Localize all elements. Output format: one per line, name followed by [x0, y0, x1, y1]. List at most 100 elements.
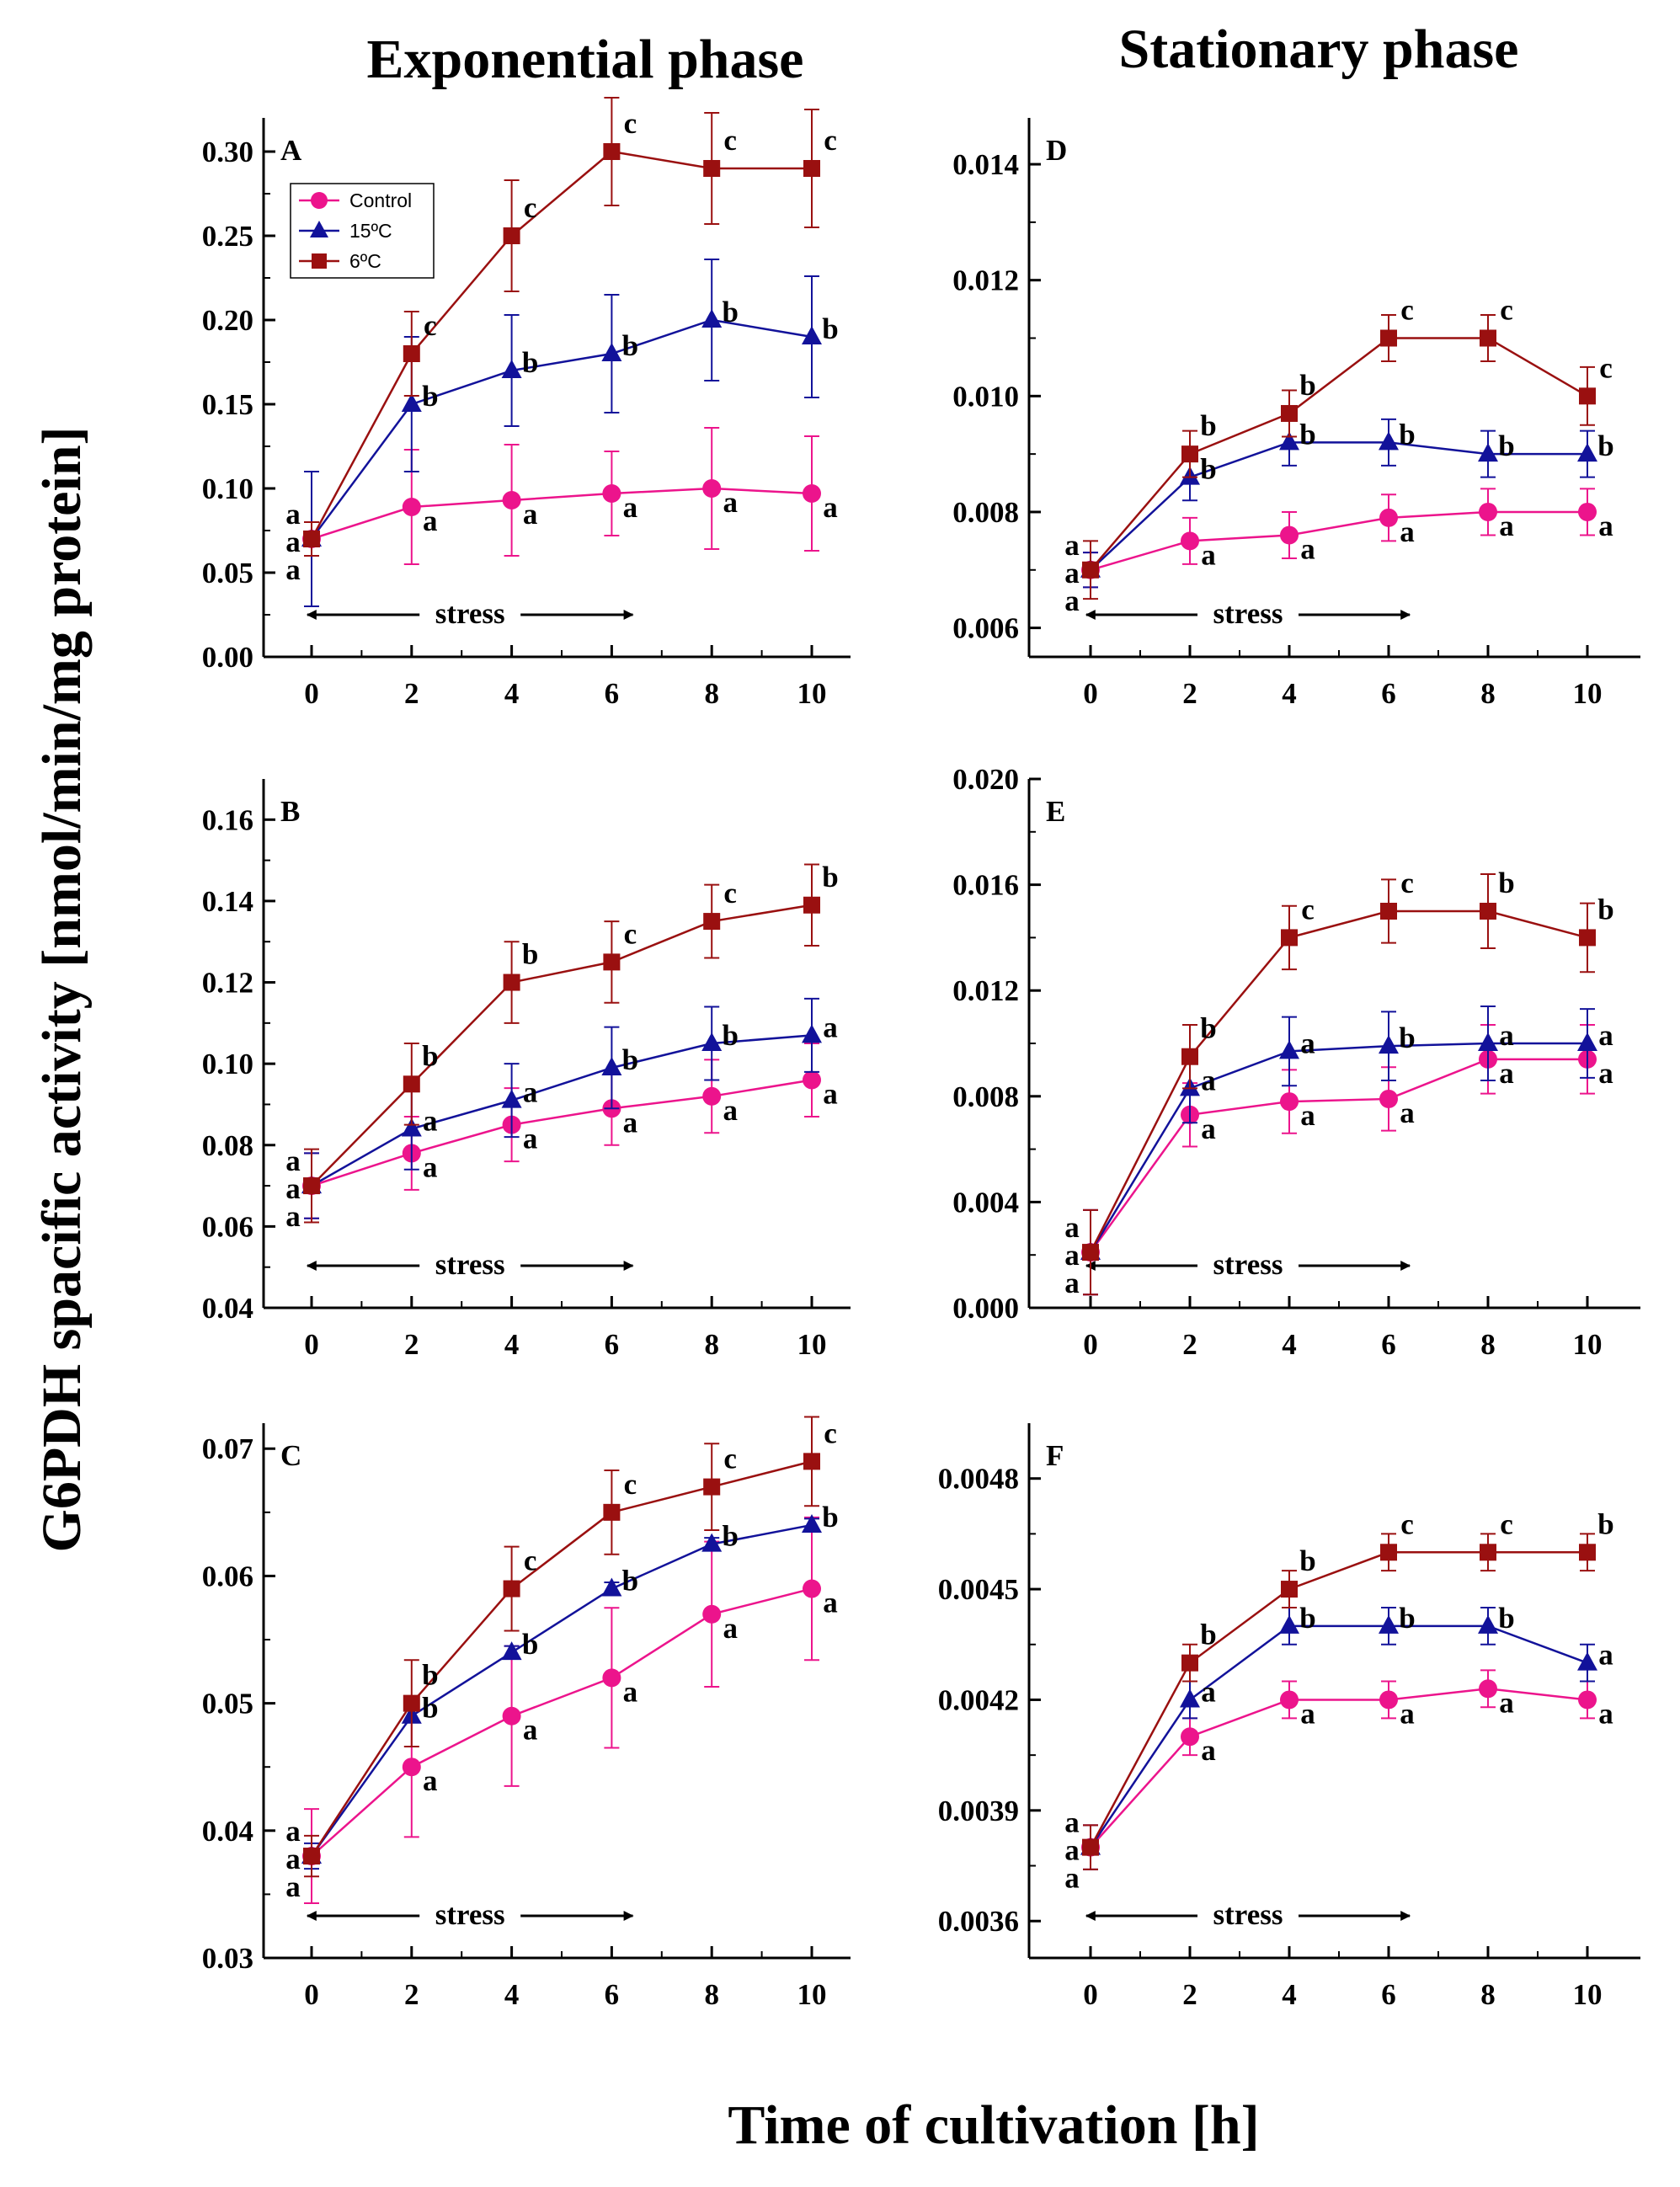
significance-letter: a	[1300, 1099, 1315, 1132]
significance-letter: a	[285, 1815, 301, 1848]
data-point	[602, 484, 621, 503]
significance-letter: c	[1301, 893, 1315, 925]
stress-label: stress	[1213, 1248, 1283, 1281]
x-tick-label: 8	[704, 677, 719, 710]
series-line	[311, 487, 813, 541]
data-point	[1279, 431, 1299, 451]
data-point	[502, 1706, 521, 1726]
y-tick-label: 0.16	[202, 803, 253, 836]
panel-letter: B	[280, 795, 300, 828]
panel-letter: C	[280, 1439, 301, 1472]
significance-letter: c	[624, 917, 637, 950]
data-point	[1380, 903, 1397, 920]
legend-label: Control	[349, 189, 412, 211]
significance-letter: a	[1064, 1806, 1080, 1839]
data-point	[701, 309, 723, 328]
significance-letter: a	[285, 1870, 301, 1903]
data-point	[1480, 1544, 1496, 1561]
data-point	[503, 1580, 520, 1598]
data-point	[702, 479, 722, 498]
significance-letter: a	[823, 1587, 838, 1619]
significance-letter: c	[624, 107, 637, 140]
series-15ºC: aaa b a a	[1064, 1005, 1613, 1296]
data-point	[1281, 404, 1298, 422]
data-point	[602, 1668, 621, 1688]
significance-letter: a	[1300, 1697, 1315, 1730]
data-point	[303, 1177, 320, 1195]
significance-letter: b	[622, 1565, 638, 1598]
significance-letter: a	[1400, 1697, 1415, 1730]
significance-letter: b	[1597, 429, 1613, 462]
y-tick-label: 0.04	[202, 1292, 253, 1325]
data-point	[502, 491, 521, 509]
significance-letter: a	[1499, 509, 1514, 542]
data-point	[1579, 1544, 1596, 1561]
series-line	[1090, 1688, 1588, 1848]
significance-letter: b	[522, 938, 538, 971]
series-line	[1089, 909, 1588, 1253]
significance-letter: b	[822, 1501, 838, 1534]
y-tick-label: 0.15	[202, 388, 253, 421]
x-tick-label: 8	[1480, 1328, 1496, 1361]
data-point	[601, 1056, 622, 1075]
x-tick-label: 2	[404, 1328, 419, 1361]
significance-letter: a	[823, 1011, 838, 1043]
significance-letter: b	[1597, 893, 1613, 925]
series-line	[1089, 1058, 1587, 1253]
data-point	[1181, 531, 1199, 551]
significance-letter: a	[1598, 1019, 1613, 1052]
significance-letter: b	[822, 312, 838, 345]
x-tick-label: 6	[605, 1328, 620, 1361]
significance-letter: a	[285, 525, 301, 558]
stress-label: stress	[1213, 1898, 1283, 1931]
y-tick-label: 0.012	[952, 264, 1019, 297]
y-tick-label: 0.14	[202, 885, 253, 918]
x-tick-label: 2	[1182, 1328, 1197, 1361]
significance-letter: a	[523, 1123, 538, 1155]
significance-letter: a	[523, 1714, 538, 1747]
data-point	[1280, 1690, 1299, 1710]
significance-letter: b	[1299, 369, 1315, 402]
x-tick-label: 10	[797, 677, 827, 710]
series-6ºC: a c c c c c	[285, 97, 837, 557]
significance-letter: a	[285, 1200, 301, 1233]
y-tick-label: 0.05	[202, 1688, 253, 1720]
significance-letter: c	[1400, 1507, 1414, 1540]
significance-letter: a	[1400, 1096, 1415, 1129]
x-tick-label: 10	[797, 1978, 827, 2011]
significance-letter: b	[1200, 1619, 1216, 1651]
significance-letter: a	[823, 1077, 838, 1110]
legend-marker	[312, 253, 327, 269]
data-point	[1082, 561, 1099, 579]
data-point	[1379, 508, 1398, 527]
x-tick-label: 4	[504, 1978, 520, 2011]
significance-letter: b	[1498, 1602, 1514, 1635]
series-line	[311, 1587, 813, 1857]
significance-letter: a	[1064, 1834, 1080, 1867]
significance-letter: b	[822, 861, 838, 893]
x-tick-label: 0	[304, 677, 319, 710]
y-tick-label: 0.06	[202, 1210, 253, 1243]
data-point	[701, 1533, 723, 1552]
data-point	[1479, 502, 1497, 521]
significance-letter: a	[285, 553, 301, 586]
x-tick-label: 0	[304, 1328, 319, 1361]
data-point	[803, 160, 820, 177]
series-line	[1090, 441, 1587, 571]
y-tick-label: 0.010	[952, 380, 1019, 413]
significance-letter: a	[1499, 1019, 1514, 1052]
legend: Control 15ºC 6ºC	[290, 183, 435, 279]
panel-C: C0.030.040.050.060.070 2 4 6 8 10stressaaaaaa…	[202, 1416, 851, 2011]
data-point	[403, 345, 420, 362]
significance-letter: a	[1201, 1734, 1216, 1767]
x-tick-label: 2	[1182, 1978, 1197, 2011]
data-point	[803, 896, 820, 914]
panel-letter: F	[1046, 1439, 1064, 1472]
series-line	[1089, 1042, 1587, 1253]
significance-letter: a	[823, 491, 838, 524]
data-point	[1279, 1614, 1299, 1634]
